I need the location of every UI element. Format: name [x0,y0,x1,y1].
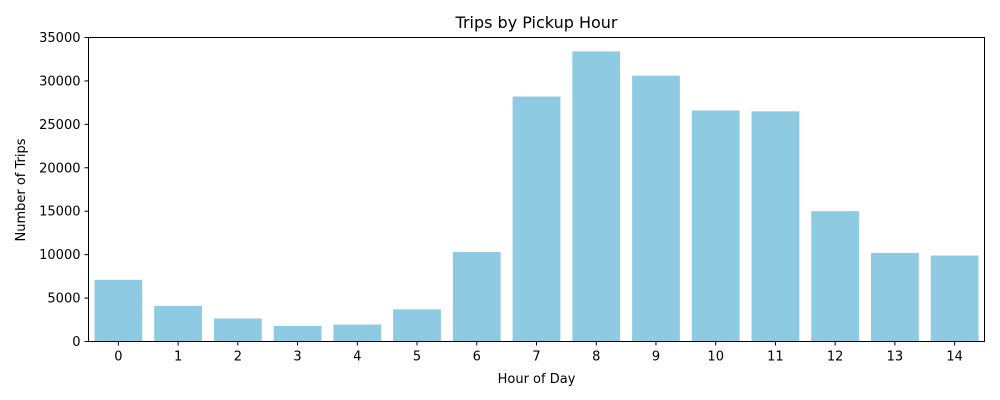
x-tick-label: 11 [767,350,784,365]
bar-hour-1 [154,305,202,342]
bar-hour-12 [811,211,860,342]
bars-group [94,51,979,342]
y-axis: 0 5000 10000 15000 20000 25000 30000 35000 [39,31,89,350]
bar-hour-0 [94,279,143,342]
bar-hour-13 [871,252,919,342]
x-tick-label: 12 [827,350,844,365]
x-tick-label: 0 [114,350,122,365]
bar-hour-5 [393,309,441,342]
bar-hour-7 [512,96,561,342]
x-tick-label: 13 [887,350,904,365]
x-axis-label: Hour of Day [498,372,576,387]
bar-hour-2 [213,318,262,342]
x-tick-label: 8 [592,350,600,365]
y-tick-label: 10000 [39,248,80,263]
chart-title: Trips by Pickup Hour [455,13,618,32]
bar-hour-10 [691,110,740,342]
y-tick-label: 0 [72,335,80,350]
x-tick-label: 2 [234,350,242,365]
x-tick-label: 1 [174,350,182,365]
x-tick-label: 9 [652,350,660,365]
bar-hour-11 [751,111,800,342]
x-tick-label: 6 [473,350,481,365]
x-tick-label: 5 [413,350,421,365]
x-tick-label: 7 [532,350,540,365]
x-axis: 0 1 2 3 4 5 6 7 8 9 10 11 12 13 14 [114,341,963,365]
y-tick-label: 20000 [39,161,80,176]
x-tick-label: 4 [353,350,361,365]
bar-hour-14 [930,255,979,342]
plot-frame [88,37,985,342]
y-tick-label: 15000 [39,205,80,220]
y-tick-label: 25000 [39,118,80,133]
bar-hour-4 [333,324,382,342]
y-tick-label: 5000 [47,292,80,307]
x-tick-label: 14 [946,350,963,365]
x-tick-label: 10 [707,350,724,365]
y-axis-label: Number of Trips [14,138,29,241]
bar-hour-3 [273,325,322,342]
x-tick-label: 3 [293,350,301,365]
y-tick-label: 35000 [39,31,80,46]
bar-hour-6 [452,252,501,342]
bar-hour-8 [572,51,621,342]
bar-hour-9 [632,75,680,342]
y-tick-label: 30000 [39,74,80,89]
